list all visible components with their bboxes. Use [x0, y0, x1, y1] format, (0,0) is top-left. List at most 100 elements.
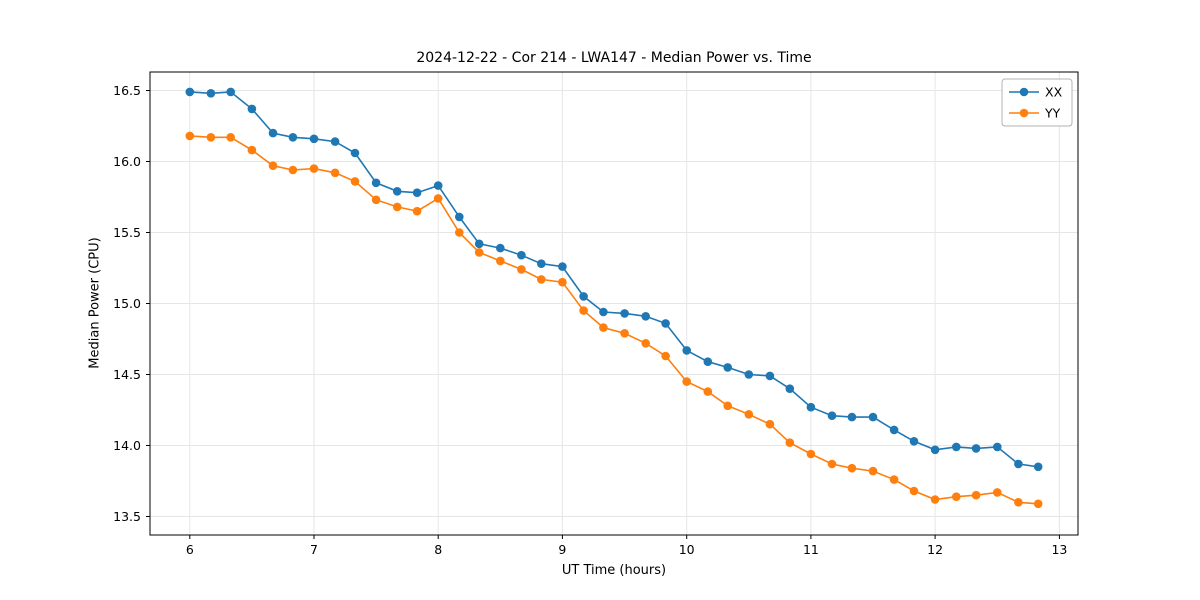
data-point	[517, 250, 526, 260]
y-tick-label: 16.0	[113, 154, 141, 169]
data-point	[744, 370, 754, 379]
series-YY	[185, 131, 1043, 509]
x-tick-label: 12	[927, 542, 943, 557]
data-point	[682, 377, 691, 386]
data-point	[579, 292, 588, 301]
data-point	[765, 419, 775, 429]
y-tick-label: 14.5	[113, 367, 141, 382]
data-point	[433, 181, 443, 190]
data-point	[847, 412, 857, 422]
data-point	[455, 212, 464, 222]
data-point	[661, 351, 670, 361]
data-point	[288, 165, 298, 175]
data-point	[785, 438, 795, 448]
data-point	[952, 492, 961, 502]
x-axis-ticks: 6 7 8 9 10 11 12 13	[186, 535, 1067, 557]
data-point	[620, 309, 629, 318]
data-point	[537, 275, 546, 284]
data-point	[517, 265, 526, 274]
data-point	[744, 410, 754, 419]
data-point	[268, 161, 278, 170]
data-point	[703, 387, 713, 396]
data-point	[599, 323, 608, 332]
data-point	[909, 486, 919, 496]
data-point	[371, 195, 381, 205]
data-point	[930, 445, 940, 455]
data-point	[723, 363, 732, 372]
data-point	[247, 104, 257, 114]
x-tick-label: 6	[186, 542, 194, 557]
data-point	[930, 495, 940, 504]
data-point	[185, 87, 195, 97]
data-point	[579, 306, 588, 315]
x-tick-label: 7	[310, 542, 318, 557]
data-point	[412, 206, 422, 216]
data-point	[993, 442, 1002, 452]
data-point	[412, 188, 422, 197]
y-axis-ticks: 13.5 14.0 14.5 15.0 15.5 16.0 16.5	[113, 83, 150, 524]
data-point	[661, 319, 670, 328]
data-point	[268, 128, 278, 138]
data-point	[558, 277, 567, 287]
data-point	[806, 449, 816, 459]
series-XX	[185, 87, 1043, 472]
data-point	[247, 145, 257, 155]
data-point	[868, 466, 878, 476]
data-point	[226, 87, 235, 97]
y-tick-label: 15.5	[113, 225, 141, 240]
data-point	[371, 178, 381, 188]
data-point	[620, 329, 629, 338]
y-tick-label: 14.0	[113, 438, 141, 453]
data-point	[1014, 459, 1023, 469]
data-point	[330, 168, 340, 178]
x-tick-label: 10	[679, 542, 695, 557]
data-point	[309, 164, 319, 173]
data-point	[952, 442, 961, 452]
gridlines	[150, 72, 1078, 535]
x-tick-label: 8	[434, 542, 442, 557]
data-point	[226, 133, 235, 142]
x-tick-label: 11	[803, 542, 819, 557]
data-point	[599, 307, 608, 317]
y-tick-label: 13.5	[113, 509, 141, 524]
x-tick-label: 9	[558, 542, 566, 557]
data-point	[682, 346, 691, 355]
data-point	[474, 239, 484, 249]
x-tick-label: 13	[1051, 542, 1067, 557]
data-point	[641, 312, 650, 321]
legend: XX YY	[1001, 78, 1073, 127]
data-point	[1033, 462, 1043, 472]
data-point	[889, 475, 899, 484]
legend-label: XX	[1045, 85, 1063, 100]
data-point	[288, 133, 298, 142]
data-point	[455, 228, 464, 237]
data-point	[558, 262, 567, 271]
data-point	[392, 202, 402, 212]
data-point	[496, 243, 505, 253]
data-point	[433, 194, 443, 203]
data-point	[1014, 498, 1023, 507]
data-point	[889, 425, 899, 435]
data-point	[971, 490, 981, 500]
data-point	[785, 384, 795, 394]
data-point	[827, 411, 837, 421]
data-point	[641, 339, 650, 348]
data-point	[868, 412, 878, 422]
data-point	[350, 177, 360, 186]
legend-label: YY	[1044, 106, 1061, 121]
data-point	[806, 402, 816, 412]
x-axis-label: UT Time (hours)	[561, 563, 667, 578]
data-point	[765, 371, 775, 381]
data-point	[206, 89, 216, 98]
data-point	[1033, 499, 1043, 509]
data-point	[496, 256, 505, 266]
data-point	[827, 459, 837, 469]
data-point	[537, 259, 546, 269]
y-tick-label: 15.0	[113, 296, 141, 311]
data-point	[474, 248, 484, 257]
chart-title: 2024-12-22 - Cor 214 - LWA147 - Median P…	[416, 50, 812, 66]
data-point	[971, 444, 981, 453]
data-point	[723, 401, 732, 411]
